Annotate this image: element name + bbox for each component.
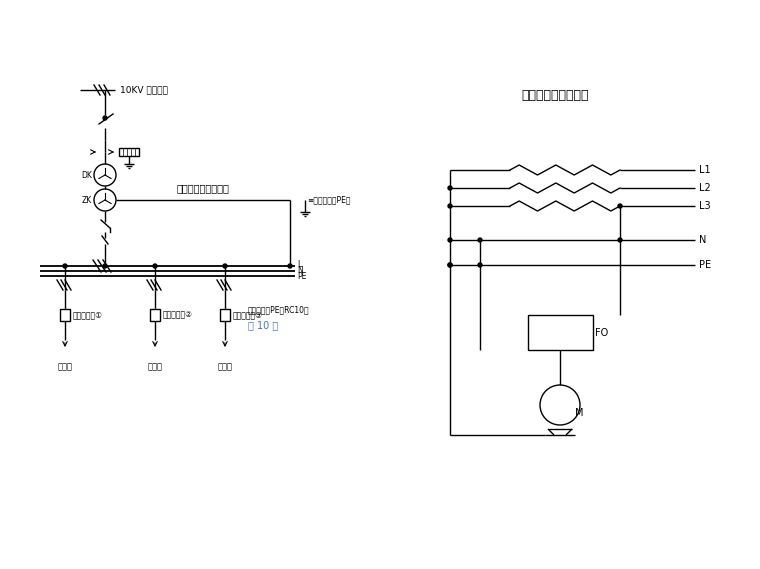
- Circle shape: [448, 186, 452, 190]
- Bar: [527, 315, 593, 350]
- Text: 重复接地（PE）RC10欧: 重复接地（PE）RC10欧: [248, 306, 309, 315]
- Circle shape: [223, 264, 227, 268]
- Text: PE: PE: [699, 260, 711, 270]
- Text: 三级筱: 三级筱: [217, 362, 233, 371]
- Text: ≡保护接零（PE）: ≡保护接零（PE）: [307, 196, 350, 204]
- Text: 二级配电箱①: 二级配电箱①: [73, 311, 103, 320]
- Text: 三级筱: 三级筱: [58, 362, 72, 371]
- Circle shape: [153, 264, 157, 268]
- Text: L: L: [297, 259, 301, 269]
- Circle shape: [618, 238, 622, 242]
- Bar: [150, 309, 160, 321]
- Bar: [60, 309, 70, 321]
- Text: 二级配电箱②: 二级配电箱②: [163, 311, 193, 320]
- Text: ZK: ZK: [82, 196, 92, 204]
- Circle shape: [448, 263, 452, 267]
- Circle shape: [478, 238, 482, 242]
- Text: N: N: [297, 266, 302, 274]
- Text: M: M: [575, 408, 584, 418]
- Text: N: N: [699, 235, 706, 245]
- Text: 总配电箱（一级箱）: 总配电箱（一级箱）: [176, 183, 230, 193]
- Text: 漏电保护器接线方式: 漏电保护器接线方式: [521, 89, 589, 101]
- Circle shape: [63, 264, 67, 268]
- Text: FO: FO: [594, 328, 608, 337]
- Bar: [119, 148, 139, 156]
- Text: L2: L2: [699, 183, 711, 193]
- Text: DK: DK: [81, 171, 92, 179]
- Text: 第 10 页: 第 10 页: [248, 320, 278, 330]
- Circle shape: [448, 204, 452, 208]
- Circle shape: [478, 263, 482, 267]
- Text: PE: PE: [297, 271, 306, 281]
- Circle shape: [448, 263, 452, 267]
- Circle shape: [288, 264, 292, 268]
- Circle shape: [103, 264, 107, 268]
- Text: 10KV 电源进线: 10KV 电源进线: [120, 85, 168, 94]
- Circle shape: [103, 116, 107, 120]
- Circle shape: [618, 204, 622, 208]
- Circle shape: [448, 238, 452, 242]
- Bar: [220, 309, 230, 321]
- Text: 二级配电箱③: 二级配电箱③: [233, 311, 263, 320]
- Text: 三级筱: 三级筱: [147, 362, 163, 371]
- Text: L3: L3: [699, 201, 711, 211]
- Text: L1: L1: [699, 165, 711, 175]
